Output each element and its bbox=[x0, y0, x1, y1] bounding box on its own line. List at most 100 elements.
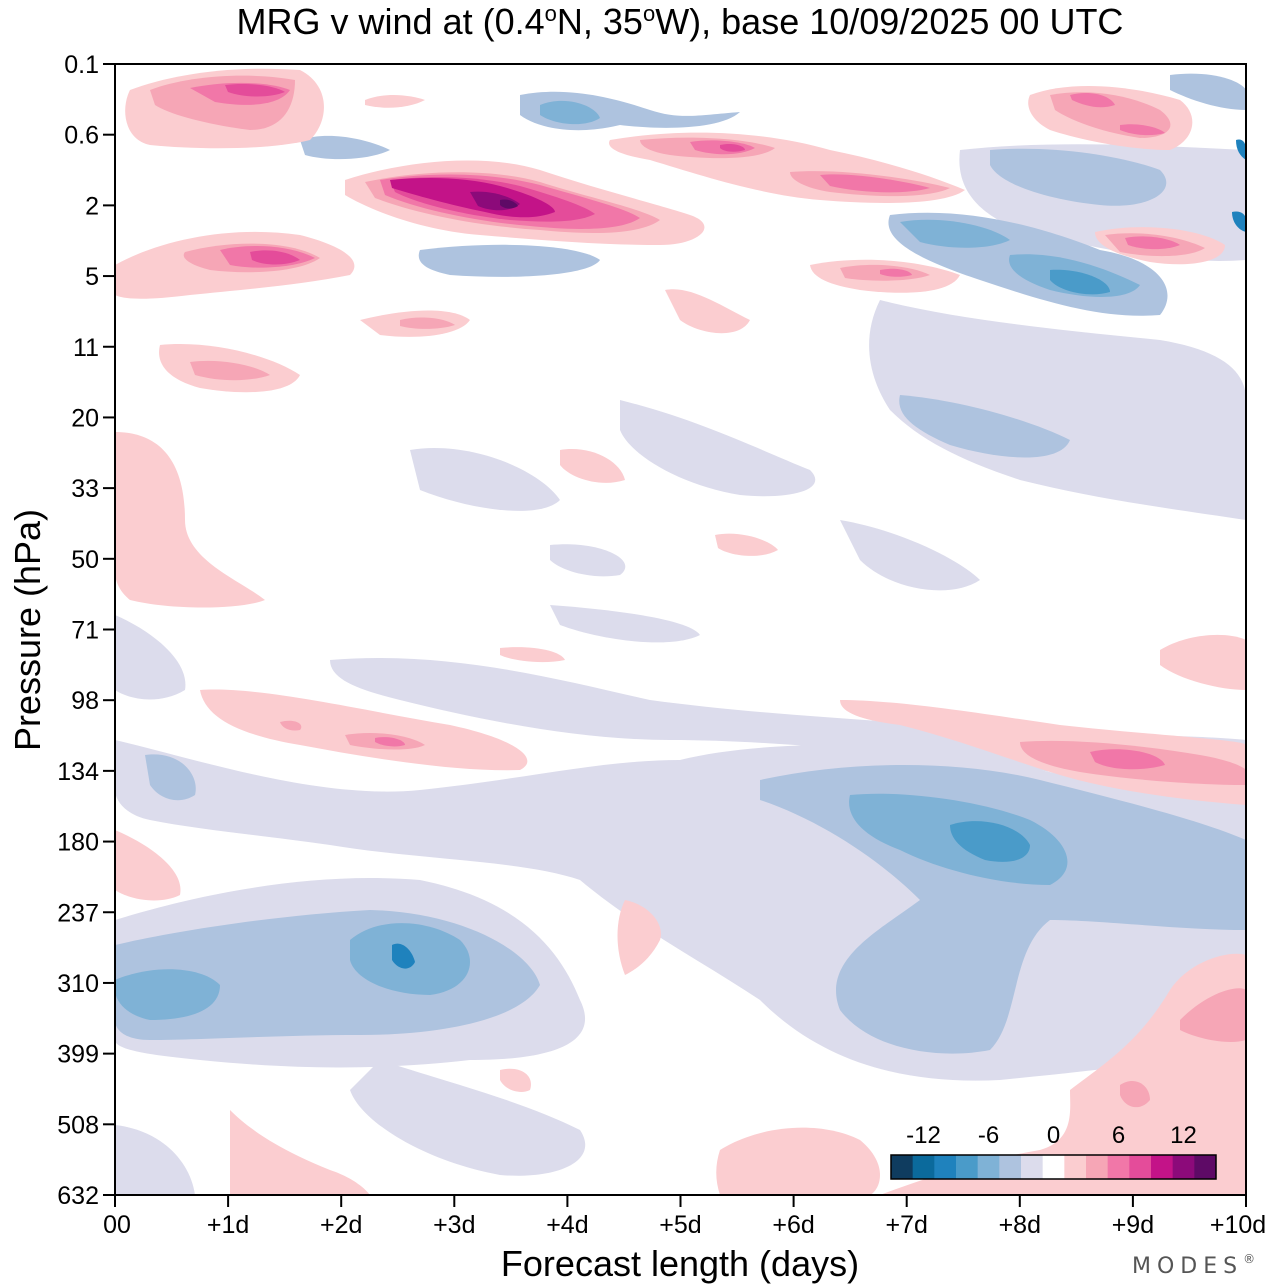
y-axis-label: Pressure (hPa) bbox=[7, 509, 48, 751]
contour-pos-bottom-mid bbox=[716, 1127, 880, 1195]
colorbar-swatch bbox=[912, 1155, 935, 1179]
x-tick-label: +8d bbox=[999, 1211, 1041, 1239]
y-tick-label: 399 bbox=[57, 1041, 99, 1069]
contour-pos-top-right-core bbox=[1070, 93, 1115, 108]
y-tick-label: 50 bbox=[71, 546, 99, 574]
contour-pos-50-mid bbox=[715, 533, 778, 556]
x-tick-label: 00 bbox=[103, 1211, 131, 1239]
colorbar-swatch bbox=[977, 1155, 1000, 1179]
contour-neg-right-core bbox=[950, 821, 1030, 862]
contour-pos-237-mid bbox=[617, 900, 661, 975]
y-axis: 0.1 0.6 2 5 11 20 33 50 71 98 134 180 237 310 399 508 63… bbox=[57, 51, 115, 1210]
contour-neg-top-right-mid bbox=[1170, 73, 1246, 110]
contour-neg-upper-left-mid bbox=[418, 244, 600, 277]
contour-neg-right-edge-core-2 bbox=[1236, 139, 1246, 160]
contour-pos-2-core-3 bbox=[500, 199, 518, 209]
x-axis-label: Forecast length (days) bbox=[501, 1243, 859, 1284]
contour-pos-5-mid-core bbox=[880, 268, 912, 277]
x-tick-label: +4d bbox=[546, 1211, 588, 1239]
contour-pos-20-left bbox=[560, 449, 625, 483]
y-tick-label: 632 bbox=[57, 1182, 99, 1210]
colorbar-tick-label: 12 bbox=[1170, 1122, 1197, 1149]
x-tick-label: +1d bbox=[207, 1211, 249, 1239]
contour-neg-mid-right bbox=[840, 520, 980, 591]
contour-neg-left-mid bbox=[115, 615, 186, 700]
colorbar-swatch bbox=[1194, 1155, 1217, 1179]
colorbar-tick-label: 6 bbox=[1112, 1122, 1125, 1149]
contour-neg-center-core bbox=[392, 943, 415, 969]
contour-neg-top-blue bbox=[540, 100, 600, 125]
colorbar-tick-label: -6 bbox=[978, 1122, 999, 1149]
x-tick-label: +9d bbox=[1112, 1211, 1154, 1239]
contour-neg-lower-tail bbox=[350, 1060, 586, 1176]
contour-neg-band-50 bbox=[550, 544, 626, 577]
contour-neg-right-mid bbox=[990, 148, 1167, 206]
colorbar-swatch bbox=[956, 1155, 979, 1179]
contour-pos-1-right-core bbox=[820, 174, 930, 193]
y-tick-label: 508 bbox=[57, 1111, 99, 1139]
colorbar-swatch bbox=[1129, 1155, 1152, 1179]
colorbar-swatch bbox=[999, 1155, 1022, 1179]
contour-pos-3-right-core bbox=[1125, 236, 1180, 250]
colorbar-swatch bbox=[1042, 1155, 1065, 1179]
contour-pos-134-core bbox=[1090, 749, 1165, 770]
y-tick-label: 71 bbox=[71, 617, 99, 645]
contour-pos-9-left-mid bbox=[400, 317, 455, 329]
y-tick-label: 11 bbox=[73, 334, 99, 362]
x-tick-label: +6d bbox=[772, 1211, 814, 1239]
x-tick-label: +3d bbox=[433, 1211, 475, 1239]
y-tick-label: 20 bbox=[71, 404, 99, 432]
colorbar-tick-label: 0 bbox=[1047, 1122, 1060, 1149]
contour-neg-mid-right-deep bbox=[899, 395, 1070, 458]
y-tick-label: 134 bbox=[57, 758, 99, 786]
colorbar-swatch bbox=[1107, 1155, 1130, 1179]
colorbar-frame bbox=[890, 1154, 1217, 1180]
colorbar-swatch bbox=[1021, 1155, 1044, 1179]
contour-pos-399-mid bbox=[500, 1068, 531, 1092]
colorbar: -12 -6 0 6 12 bbox=[890, 1122, 1217, 1180]
y-tick-label: 33 bbox=[71, 475, 99, 503]
colorbar-swatch bbox=[891, 1155, 914, 1179]
plot-area bbox=[114, 63, 1247, 1196]
colorbar-swatch bbox=[934, 1155, 957, 1179]
contour-pos-top-right-core-2 bbox=[1120, 124, 1165, 136]
y-tick-label: 5 bbox=[85, 263, 99, 291]
contour-field bbox=[115, 68, 1246, 1195]
contour-pos-bottom-right-mid bbox=[1180, 988, 1246, 1042]
y-tick-label: 310 bbox=[57, 970, 99, 998]
y-tick-label: 0.6 bbox=[64, 122, 99, 150]
contour-neg-upper-core bbox=[1050, 269, 1110, 295]
y-tick-label: 237 bbox=[57, 899, 99, 927]
contour-pos-left-column bbox=[115, 432, 265, 608]
x-axis: 00 +1d +2d +3d +4d +5d +6d +7d +8d +9d +10d bbox=[103, 1195, 1266, 1239]
contour-pos-bottom-right bbox=[880, 953, 1246, 1195]
contour-pos-11-left-mid bbox=[190, 360, 270, 381]
contour-pos-5-peak bbox=[250, 250, 300, 265]
y-tick-label: 0.1 bbox=[64, 51, 99, 79]
colorbar-tick-label: -12 bbox=[906, 1122, 941, 1149]
contour-neg-134-left bbox=[145, 754, 196, 801]
contour-pos-98-small bbox=[280, 720, 302, 731]
contour-pos-top-small bbox=[365, 95, 425, 108]
contour-pos-98-core bbox=[375, 737, 405, 747]
contour-pos-9-mid bbox=[665, 289, 750, 334]
contour-pos-bottom-left bbox=[230, 1110, 370, 1195]
contour-pos-98-band bbox=[200, 689, 528, 771]
contour-neg-upper-right bbox=[869, 300, 1246, 520]
contour-neg-top-left-mid bbox=[300, 135, 390, 160]
y-tick-label: 98 bbox=[71, 687, 99, 715]
contour-neg-upper-mid bbox=[620, 400, 816, 497]
contour-pos-180-left bbox=[115, 830, 181, 901]
contour-neg-upper-blue-2 bbox=[900, 219, 1010, 248]
x-tick-label: +2d bbox=[320, 1211, 362, 1239]
contour-neg-bottom-left bbox=[115, 1125, 195, 1195]
y-tick-label: 180 bbox=[57, 829, 99, 857]
contour-pos-1-peak bbox=[720, 143, 745, 152]
contour-neg-mid-left bbox=[410, 448, 560, 511]
contour-neg-band-71 bbox=[550, 605, 700, 643]
contour-pos-bottom-right-spot bbox=[1120, 1080, 1150, 1108]
colorbar-swatch bbox=[1172, 1155, 1195, 1179]
colorbar-swatch bbox=[1086, 1155, 1109, 1179]
contour-neg-right-edge-core bbox=[1232, 211, 1246, 232]
